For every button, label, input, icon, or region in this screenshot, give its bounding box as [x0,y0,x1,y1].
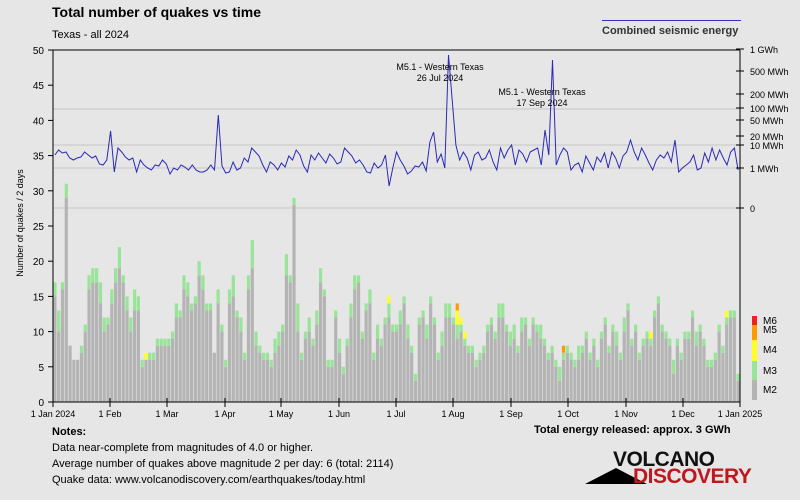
svg-text:50: 50 [33,46,45,57]
svg-text:1 Sep: 1 Sep [499,409,523,419]
svg-text:1 Feb: 1 Feb [98,409,121,419]
svg-text:26 Jul 2024: 26 Jul 2024 [417,73,464,83]
quake-chart: 0 5 10 15 20 25 30 35 40 45 50 1 Jan 2024 1 Feb 1 Mar… [31,45,789,419]
svg-text:20 MWh: 20 MWh [750,132,784,142]
svg-text:45: 45 [33,81,45,92]
svg-text:50 MWh: 50 MWh [750,116,784,126]
svg-text:M6: M6 [763,316,777,327]
svg-text:10 MWh: 10 MWh [750,141,784,151]
quake-bars [53,183,740,402]
svg-text:1 Oct: 1 Oct [557,409,579,419]
svg-text:1 Jan 2024: 1 Jan 2024 [31,409,76,419]
svg-text:M5: M5 [763,325,777,336]
svg-text:5: 5 [38,363,44,374]
svg-text:1 MWh: 1 MWh [750,164,779,174]
svg-text:500 MWh: 500 MWh [750,67,789,77]
svg-text:17 Sep 2024: 17 Sep 2024 [516,98,567,108]
svg-text:0: 0 [38,398,44,409]
energy-total: Total energy released: approx. 3 GWh [534,424,731,436]
svg-text:1 Apr: 1 Apr [214,409,235,419]
axes: 0 5 10 15 20 25 30 35 40 45 50 1 Jan 2024 1 Feb 1 Mar… [31,45,789,419]
svg-text:1 GWh: 1 GWh [750,45,778,55]
svg-text:200 MWh: 200 MWh [750,90,789,100]
svg-text:35: 35 [33,152,45,163]
chart-subtitle: Texas - all 2024 [52,29,130,41]
svg-text:1 May: 1 May [269,409,294,419]
svg-text:1 Jan 2025: 1 Jan 2025 [718,409,763,419]
chart-title: Total number of quakes vs time [52,4,262,20]
svg-text:1 Mar: 1 Mar [155,409,178,419]
notes-line-3[interactable]: Quake data: www.volcanodiscovery.com/ear… [52,474,366,486]
svg-text:1 Nov: 1 Nov [614,409,638,419]
volcanodiscovery-logo[interactable]: VOLCANO DISCOVERY [585,448,752,490]
svg-text:25: 25 [33,222,45,233]
svg-text:M3: M3 [763,366,777,377]
notes-heading: Notes: [52,426,87,438]
svg-text:15: 15 [33,292,45,303]
svg-text:M4: M4 [763,345,777,356]
energy-legend-label: Combined seismic energy [602,25,739,37]
svg-text:M2: M2 [763,385,777,396]
energy-legend-swatch [602,20,741,21]
notes-line-1: Data near-complete from magnitudes of 4.… [52,442,314,454]
svg-text:100 MWh: 100 MWh [750,104,789,114]
svg-text:1 Dec: 1 Dec [671,409,695,419]
svg-text:M5.1 - Western Texas: M5.1 - Western Texas [396,62,484,72]
svg-text:1 Aug: 1 Aug [441,409,464,419]
notes-line-2: Average number of quakes above magnitude… [52,458,394,470]
svg-text:40: 40 [33,116,45,127]
svg-text:10: 10 [33,328,45,339]
svg-text:M5.1 - Western Texas: M5.1 - Western Texas [498,87,586,97]
volcano-icon [585,468,647,484]
gridlines [53,108,740,209]
svg-text:30: 30 [33,187,45,198]
logo-text-bottom: DISCOVERY [633,465,752,488]
svg-text:0: 0 [750,204,755,214]
svg-text:20: 20 [33,257,45,268]
logo-text-top: VOLCANO [613,448,715,471]
svg-text:1 Jun: 1 Jun [328,409,350,419]
svg-text:1 Jul: 1 Jul [386,409,405,419]
energy-line [54,54,739,187]
notes: Notes: Data near-complete from magnitude… [52,424,393,488]
